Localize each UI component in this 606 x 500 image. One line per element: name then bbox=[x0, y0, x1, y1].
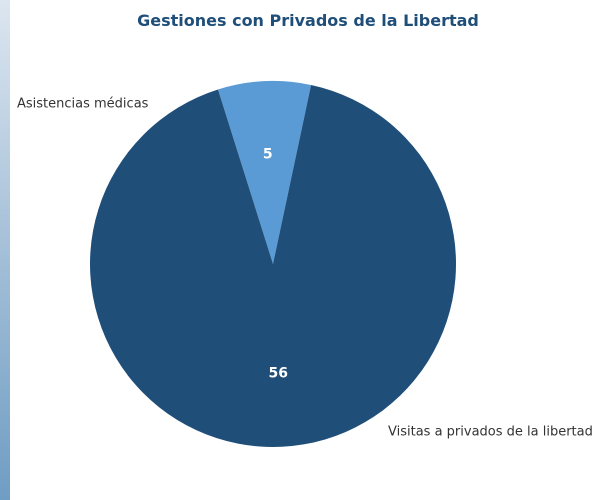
slice-value-label: 56 bbox=[269, 366, 288, 382]
pie-chart-svg: 5 Asistencias médicas 56 Visitas a privados… bbox=[17, 81, 593, 448]
pie-slice bbox=[90, 85, 457, 448]
pie-slice bbox=[217, 81, 312, 264]
slice-category-label: Visitas a privados de la libertad bbox=[388, 425, 593, 440]
chart-title: Gestiones con Privados de la Libertad bbox=[137, 11, 479, 30]
slice-category-label: Asistencias médicas bbox=[17, 97, 149, 112]
left-edge-strip bbox=[0, 0, 10, 500]
pie-chart: Gestiones con Privados de la Libertad 5 A… bbox=[10, 0, 606, 500]
slice-value-label: 5 bbox=[263, 146, 273, 162]
